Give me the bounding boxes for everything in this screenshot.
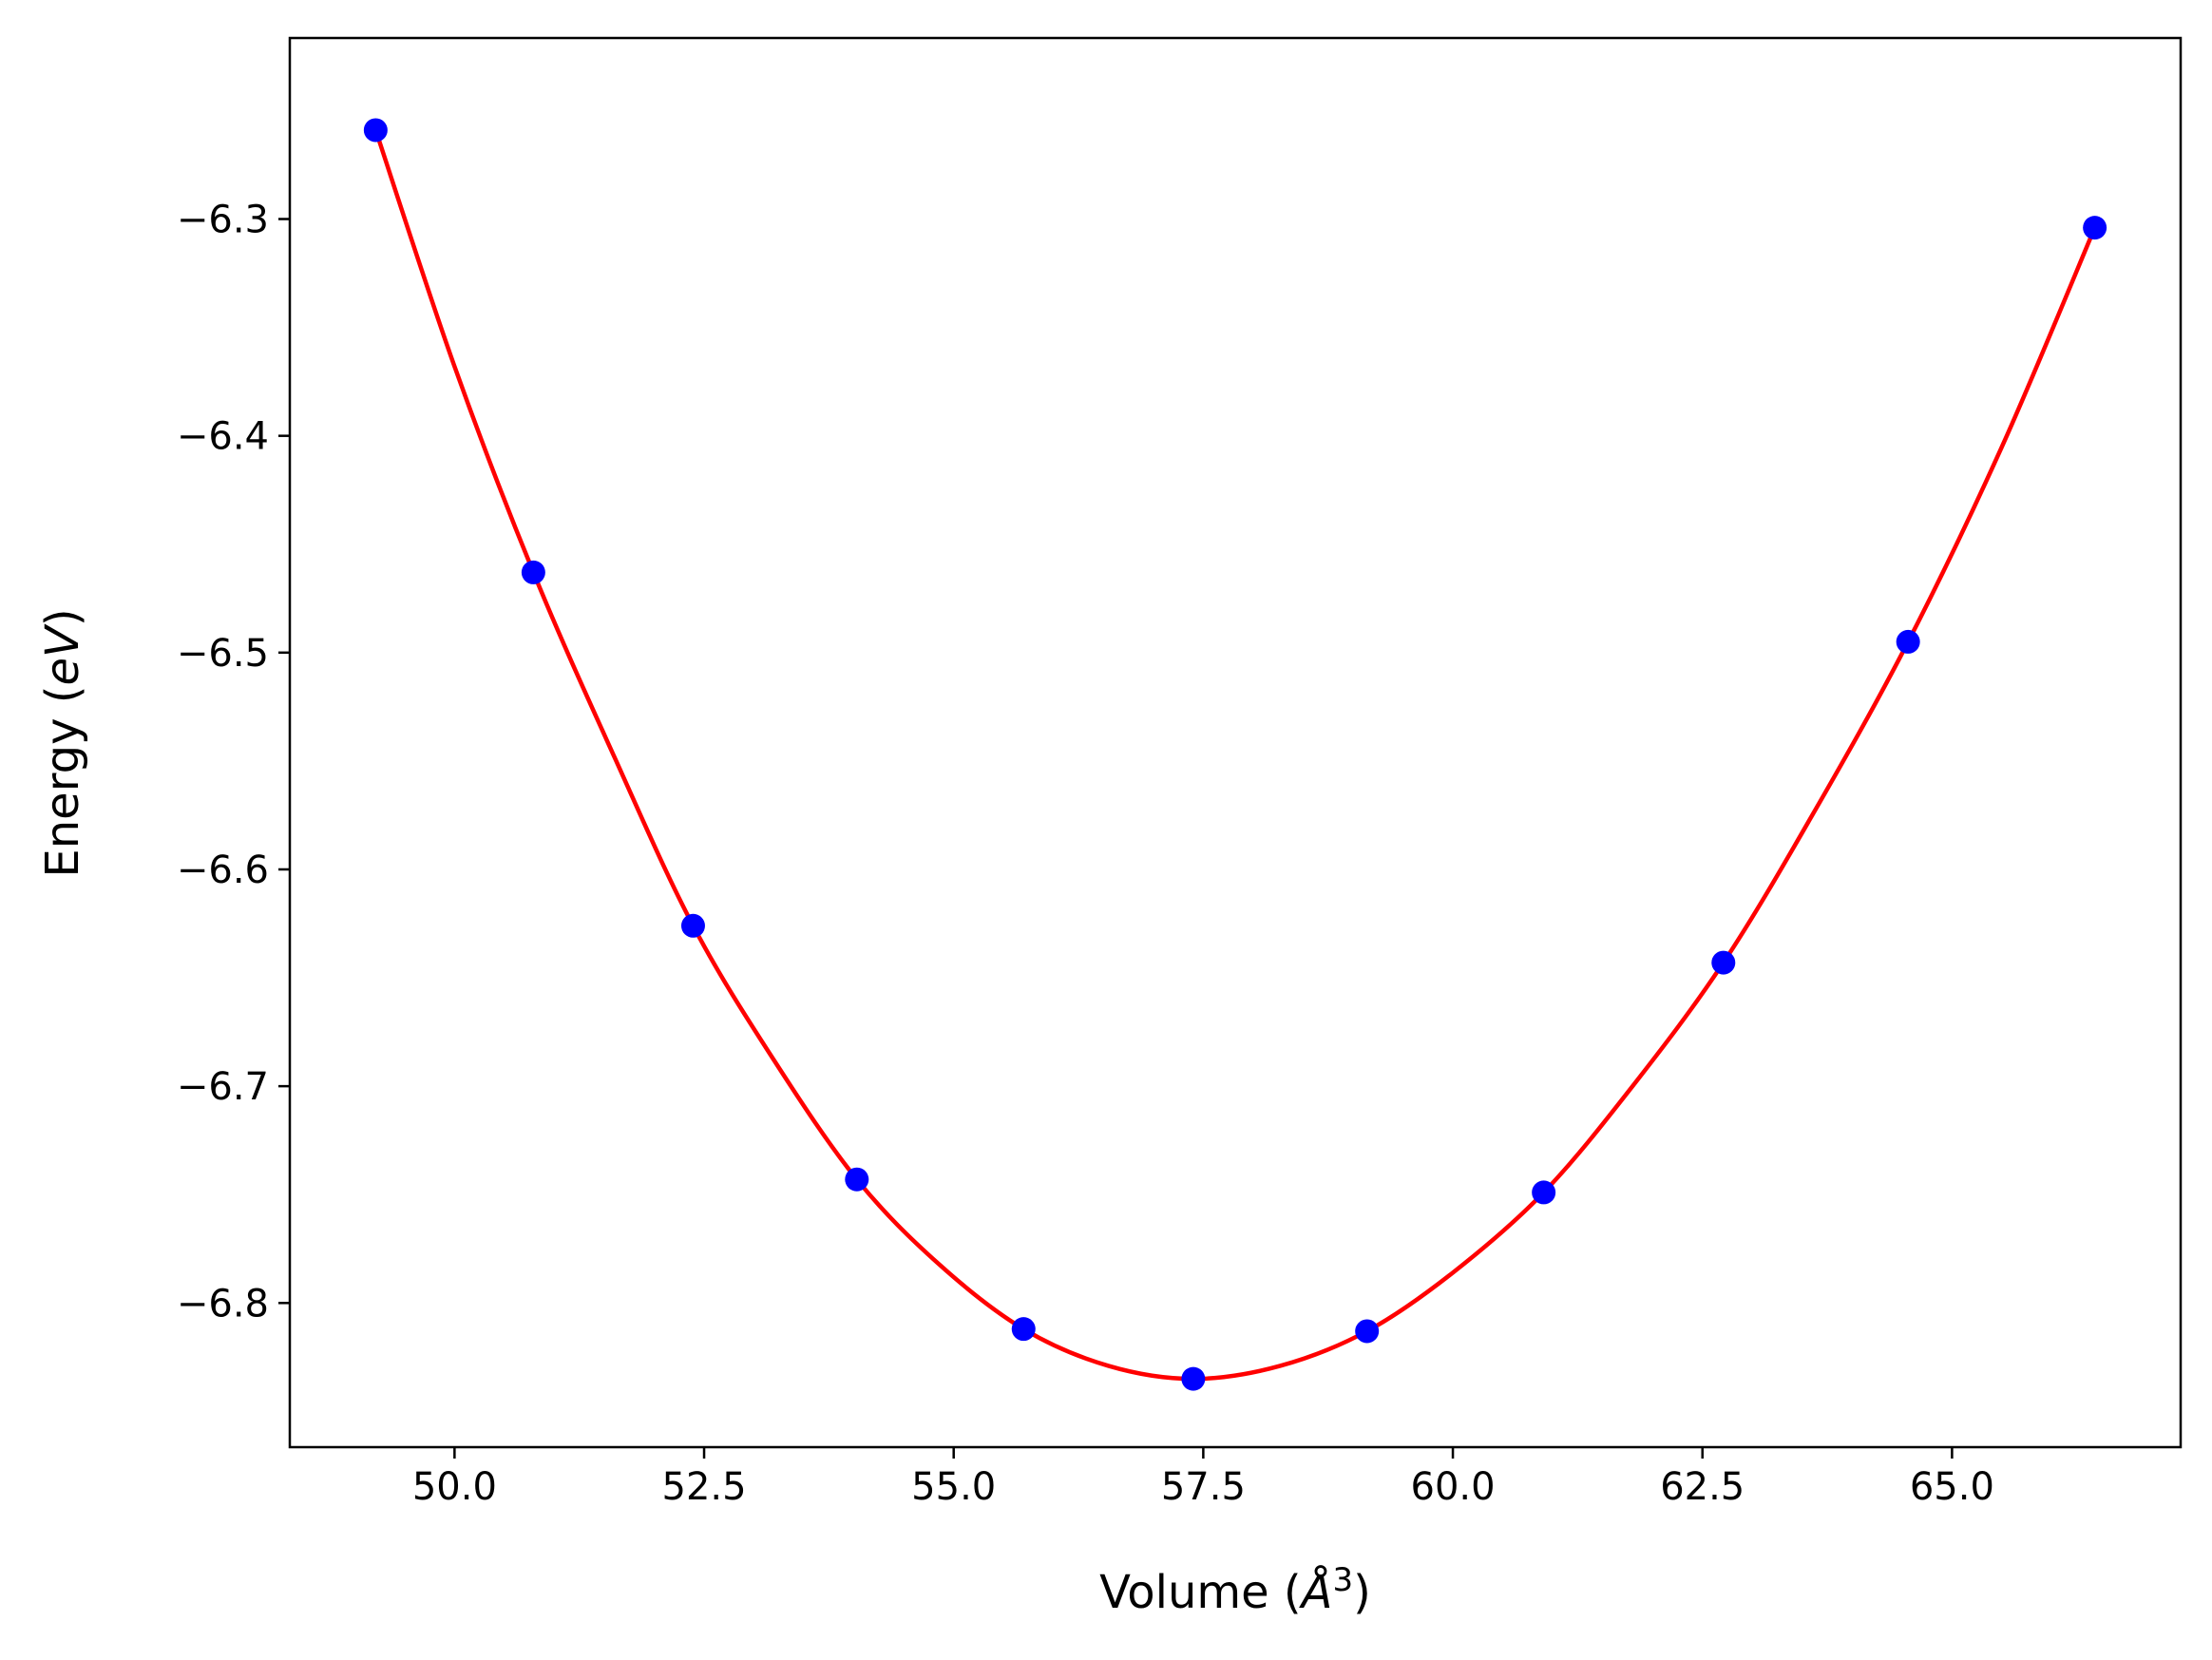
data-point bbox=[845, 1167, 869, 1192]
x-tick-label: 57.5 bbox=[1161, 1465, 1246, 1509]
y-tick-label: −6.5 bbox=[177, 632, 269, 676]
data-point bbox=[1181, 1366, 1206, 1391]
y-tick-label: −6.8 bbox=[177, 1282, 269, 1326]
y-tick-label: −6.3 bbox=[177, 199, 269, 242]
data-point bbox=[1532, 1180, 1556, 1205]
axes bbox=[288, 36, 2183, 1449]
y-tick-label: −6.4 bbox=[177, 415, 269, 459]
axes-frame bbox=[288, 36, 2183, 1449]
x-tick-label: 65.0 bbox=[1910, 1465, 1994, 1509]
data-point bbox=[1355, 1319, 1380, 1344]
y-tick-label: −6.7 bbox=[177, 1065, 269, 1109]
x-tick-label: 50.0 bbox=[412, 1465, 497, 1509]
data-point bbox=[1896, 629, 1920, 654]
data-point bbox=[363, 118, 388, 143]
y-axis-ticks: −6.3 −6.4 −6.5 −6.6 −6.7 −6.8 bbox=[177, 199, 290, 1326]
x-tick-label: 60.0 bbox=[1411, 1465, 1496, 1509]
y-tick-label: −6.6 bbox=[177, 849, 269, 892]
data-point bbox=[521, 560, 545, 584]
data-point bbox=[2083, 216, 2107, 240]
x-tick-label: 52.5 bbox=[662, 1465, 747, 1509]
data-point bbox=[680, 913, 705, 938]
data-point bbox=[1711, 950, 1736, 975]
x-axis-label: Volume (Å3) bbox=[1099, 1561, 1371, 1619]
x-tick-label: 55.0 bbox=[911, 1465, 996, 1509]
data-point bbox=[1011, 1317, 1036, 1342]
plot-area bbox=[363, 118, 2107, 1391]
x-tick-label: 62.5 bbox=[1660, 1465, 1745, 1509]
y-axis-label: Energy (eV) bbox=[36, 608, 89, 877]
x-axis-ticks: 50.0 52.5 55.0 57.5 60.0 62.5 65.0 bbox=[412, 1447, 1994, 1509]
fit-line bbox=[373, 129, 2097, 1382]
